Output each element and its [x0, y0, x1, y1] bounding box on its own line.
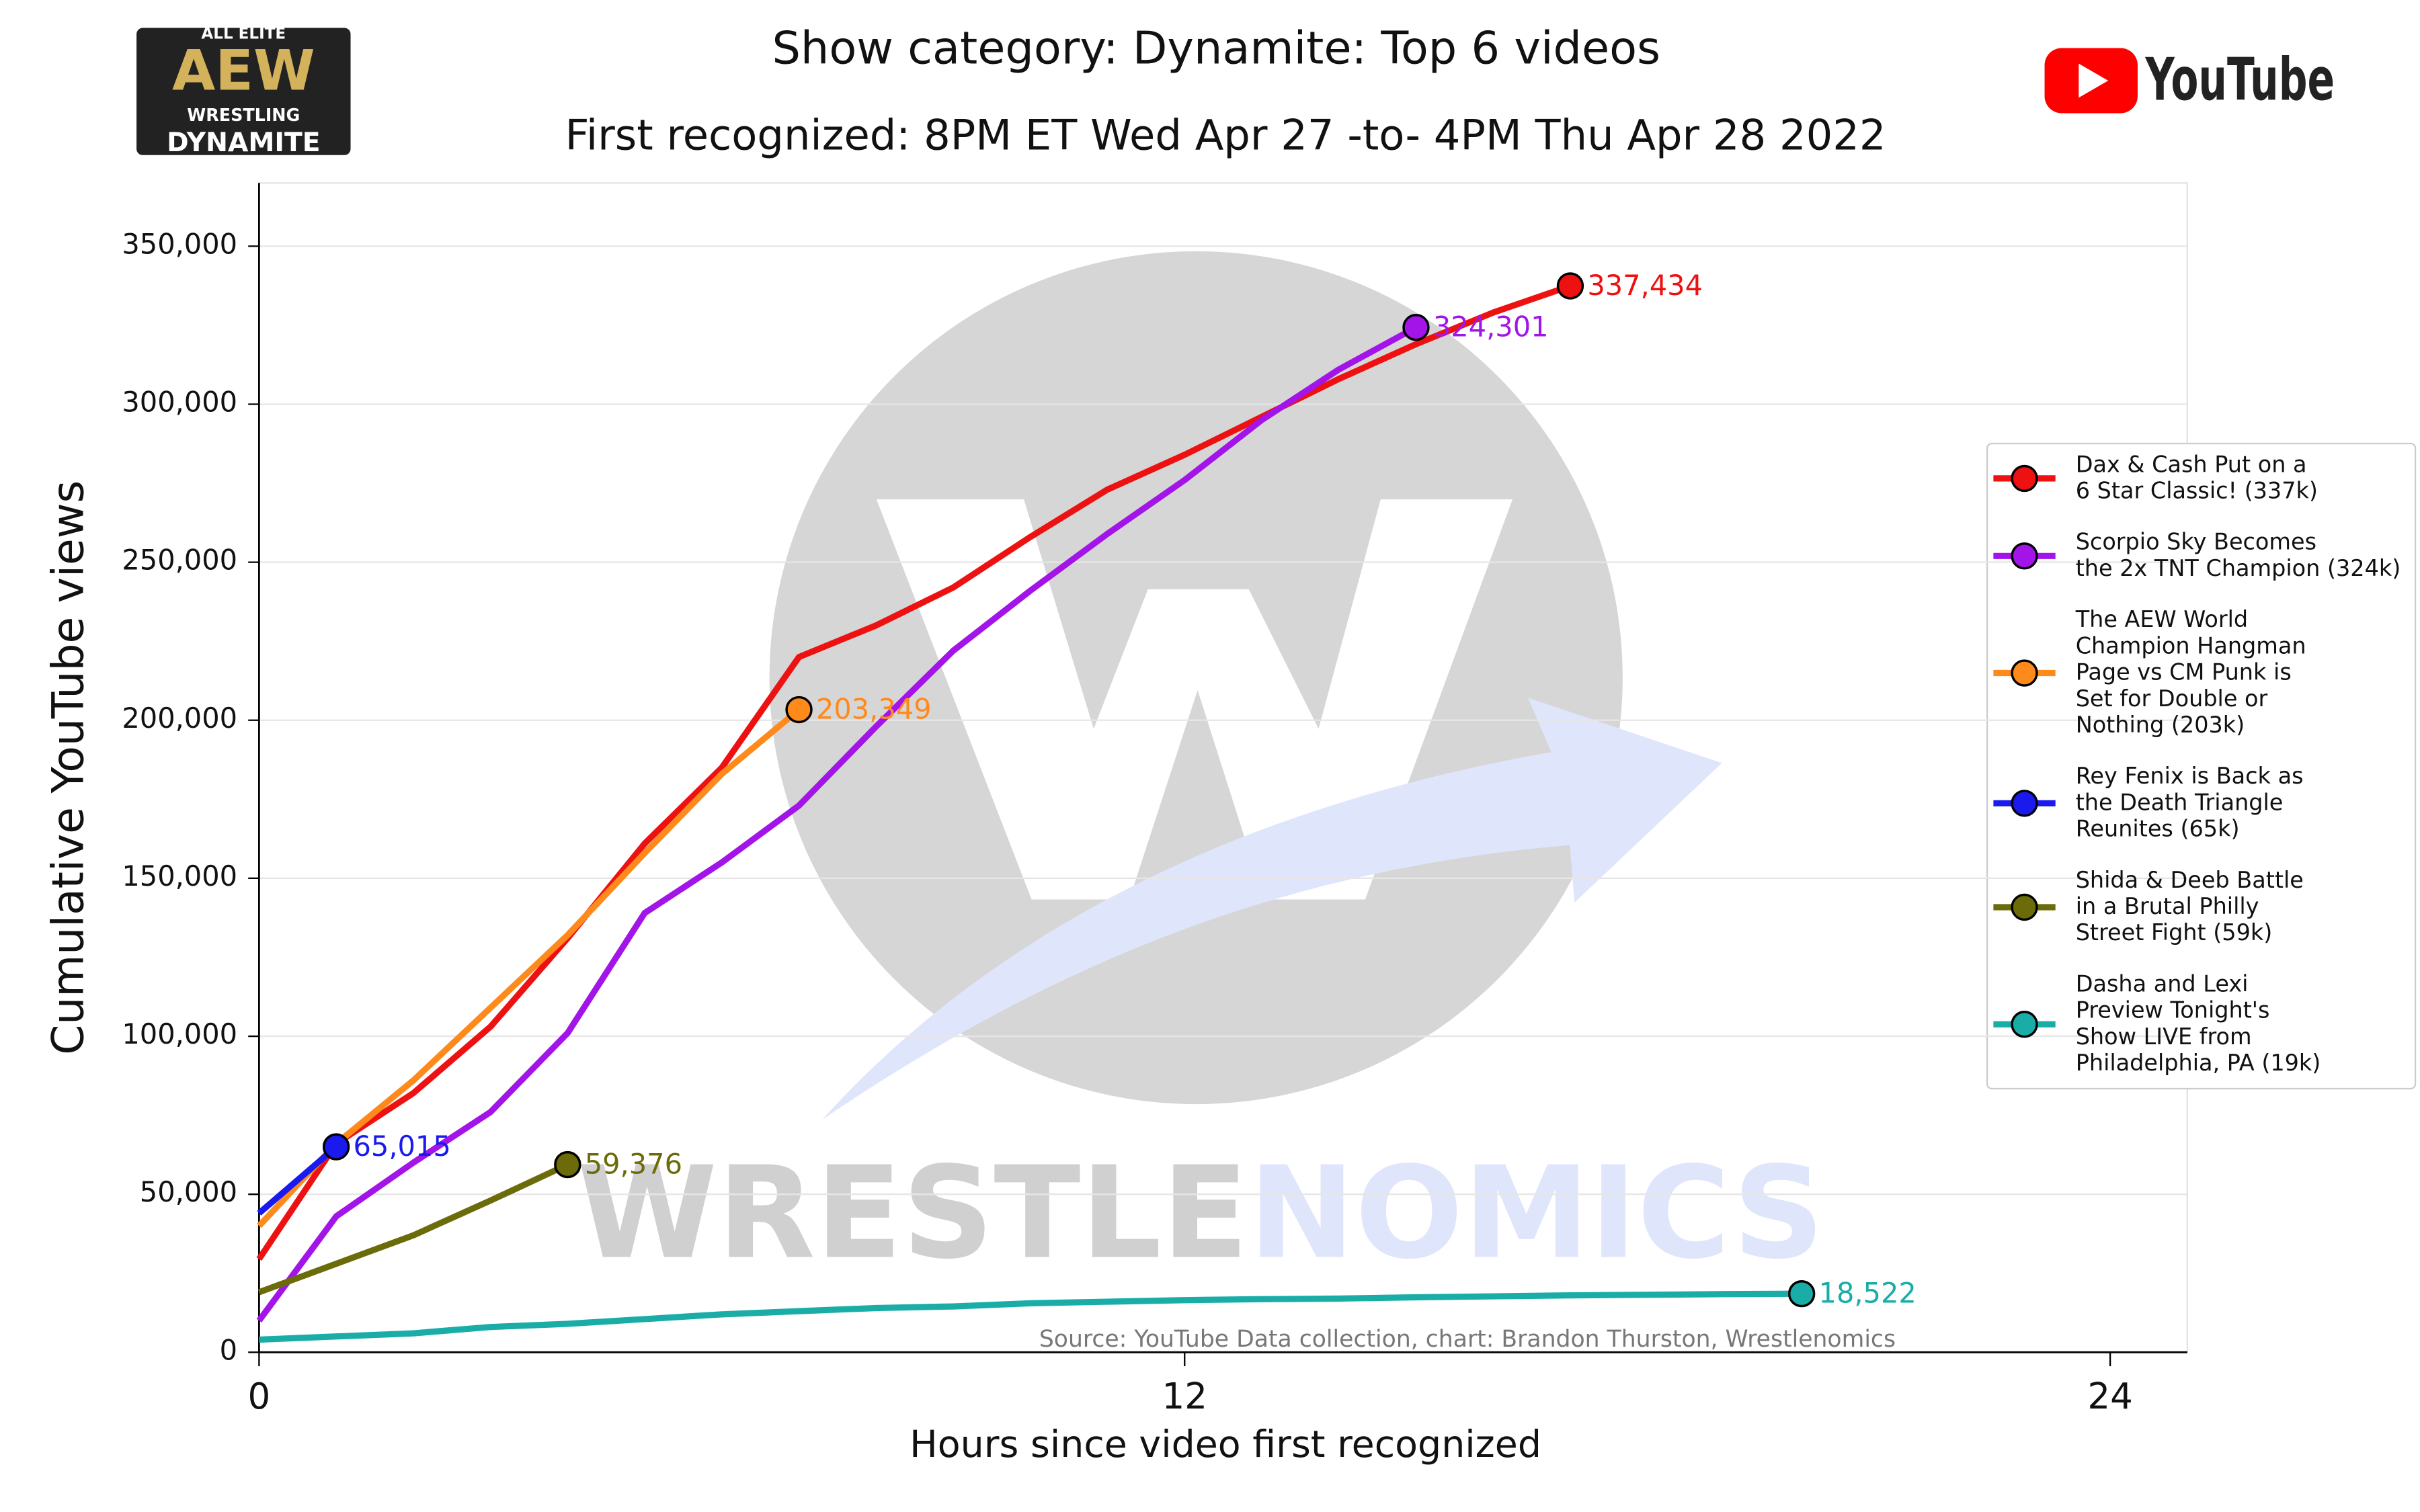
y-tick-label: 150,000: [122, 859, 237, 892]
legend-marker: [2011, 542, 2038, 570]
series-line: [256, 283, 1572, 1261]
watermark-text: WRESTLENOMICS: [577, 1138, 1824, 1287]
legend-label: The AEW World Champion Hangman Page vs C…: [2075, 606, 2313, 738]
y-tick-label: 300,000: [122, 385, 237, 418]
chart-subtitle: First recognized: 8PM ET Wed Apr 27 -to-…: [565, 110, 1886, 159]
logo-text: WRESTLING: [187, 105, 300, 125]
chart-title: Show category: Dynamite: Top 6 videos: [772, 22, 1660, 75]
legend-marker: [2011, 659, 2038, 687]
logo-text: AEW: [172, 38, 315, 103]
end-marker: [1402, 314, 1430, 341]
logo-text: YouTube: [2145, 46, 2335, 114]
legend-line-text: Philadelphia, PA (19k): [2076, 1050, 2321, 1076]
value-label: 324,301: [1433, 310, 1549, 343]
legend-line-text: Dasha and Lexi: [2076, 970, 2255, 997]
source-note: Source: YouTube Data collection, chart: …: [1039, 1326, 1896, 1353]
series-line: [257, 707, 801, 1228]
legend-line-text: the 2x TNT Champion (324k): [2076, 554, 2401, 581]
logo-box: [136, 28, 351, 155]
legend-marker: [2011, 790, 2038, 817]
legend-line-text: in a Brutal Philly: [2076, 893, 2266, 919]
legend-line-text: Dax & Cash Put on a: [2076, 451, 2314, 477]
x-tick-label: 0: [248, 1376, 271, 1417]
legend-line-text: Page vs CM Punk is: [2076, 659, 2299, 685]
series-line: [257, 1144, 339, 1216]
legend-line-text: Reunites (65k): [2076, 815, 2240, 841]
legend-line-text: Preview Tonight's: [2076, 997, 2277, 1023]
value-label: 59,376: [585, 1147, 682, 1180]
legend-line-text: the Death Triangle: [2076, 789, 2290, 815]
watermark-part: NOMICS: [1248, 1138, 1824, 1287]
legend-marker: [2011, 893, 2038, 921]
y-tick-label: 50,000: [140, 1175, 237, 1208]
logo-text: ALL ELITE: [201, 25, 286, 42]
logo-text: DYNAMITE: [167, 128, 320, 158]
legend-label: Scorpio Sky Becomes the 2x TNT Champion …: [2076, 528, 2401, 581]
y-tick-label: 0: [220, 1333, 237, 1366]
legend-label: Dax & Cash Put on a 6 Star Classic! (337…: [2076, 451, 2318, 503]
legend-label: Rey Fenix is Back as the Death Triangle …: [2076, 763, 2310, 841]
legend-line-text: 6 Star Classic! (337k): [2076, 477, 2318, 503]
value-label: 18,522: [1819, 1277, 1917, 1310]
end-marker: [554, 1150, 581, 1179]
end-marker: [322, 1133, 350, 1161]
y-axis-label: Cumulative YouTube views: [44, 480, 94, 1055]
legend-line-text: Scorpio Sky Becomes: [2076, 528, 2324, 554]
legend-line-text: Show LIVE from: [2076, 1023, 2259, 1049]
logo-play: [2079, 63, 2109, 98]
value-label: 65,015: [354, 1130, 451, 1163]
watermark-arrow: [822, 698, 1722, 1120]
legend-line-text: Nothing (203k): [2076, 712, 2245, 738]
series-line: [256, 325, 1418, 1323]
y-tick-label: 350,000: [122, 227, 237, 260]
legend-line-text: Champion Hangman: [2076, 632, 2314, 659]
y-tick-label: 200,000: [122, 702, 237, 734]
legend-label: Dasha and Lexi Preview Tonight's Show LI…: [2076, 970, 2321, 1076]
end-marker: [1787, 1280, 1816, 1308]
legend-marker: [2011, 1011, 2038, 1038]
series-line: [259, 1290, 1802, 1343]
value-label: 337,434: [1587, 269, 1703, 302]
aew-logo: ALL ELITE AEW WRESTLING DYNAMITE: [136, 25, 351, 158]
legend-label: Shida & Deeb Battle in a Brutal Philly S…: [2076, 866, 2311, 945]
x-axis-label: Hours since video first recognized: [910, 1423, 1541, 1466]
y-tick-label: 250,000: [122, 544, 237, 577]
end-marker: [1556, 272, 1584, 300]
legend-line-text: The AEW World: [2075, 606, 2255, 632]
legend-line-text: Street Fight (59k): [2076, 919, 2273, 946]
legend-line-text: Set for Double or: [2076, 685, 2275, 711]
x-tick-label: 12: [1162, 1376, 1207, 1417]
x-tick-label: 24: [2087, 1376, 2133, 1417]
series-line: [257, 1161, 569, 1296]
legend-line-text: Rey Fenix is Back as: [2076, 763, 2310, 789]
value-label: 203,349: [816, 692, 932, 725]
youtube-logo: YouTube: [2044, 46, 2335, 114]
watermark-part: WRESTLE: [577, 1138, 1248, 1287]
legend-line-text: Shida & Deeb Battle: [2076, 866, 2311, 892]
end-marker: [785, 696, 813, 724]
legend-marker: [2011, 464, 2038, 493]
legend-box: [1986, 442, 2417, 1090]
y-tick-label: 100,000: [122, 1017, 237, 1050]
